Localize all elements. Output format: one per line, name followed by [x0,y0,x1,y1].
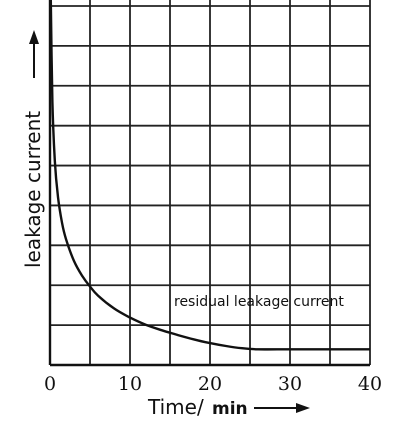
axis-arrows [29,30,310,413]
x-axis-arrow-head [296,403,310,413]
annotation-residual-leakage-current: residual leakage current [174,294,344,310]
x-axis-unit: min [212,399,248,419]
data-series [49,0,370,351]
y-axis-label: leakage current [21,111,45,268]
grid [50,0,371,366]
leakage-current-curve [49,0,370,351]
x-tick-label: 40 [358,373,382,395]
x-tick-label: 10 [118,373,142,395]
x-tick-label: 30 [278,373,302,395]
x-tick-labels: 0 10 20 30 40 [44,373,382,395]
x-tick-label: 20 [198,373,222,395]
x-tick-label: 0 [44,373,56,395]
axes [48,0,370,367]
axis-labels: leakage current Time/ min [21,111,248,419]
y-axis-arrow-head [29,30,39,44]
x-axis-label: Time/ [147,395,204,419]
annotations: residual leakage current [174,294,344,310]
